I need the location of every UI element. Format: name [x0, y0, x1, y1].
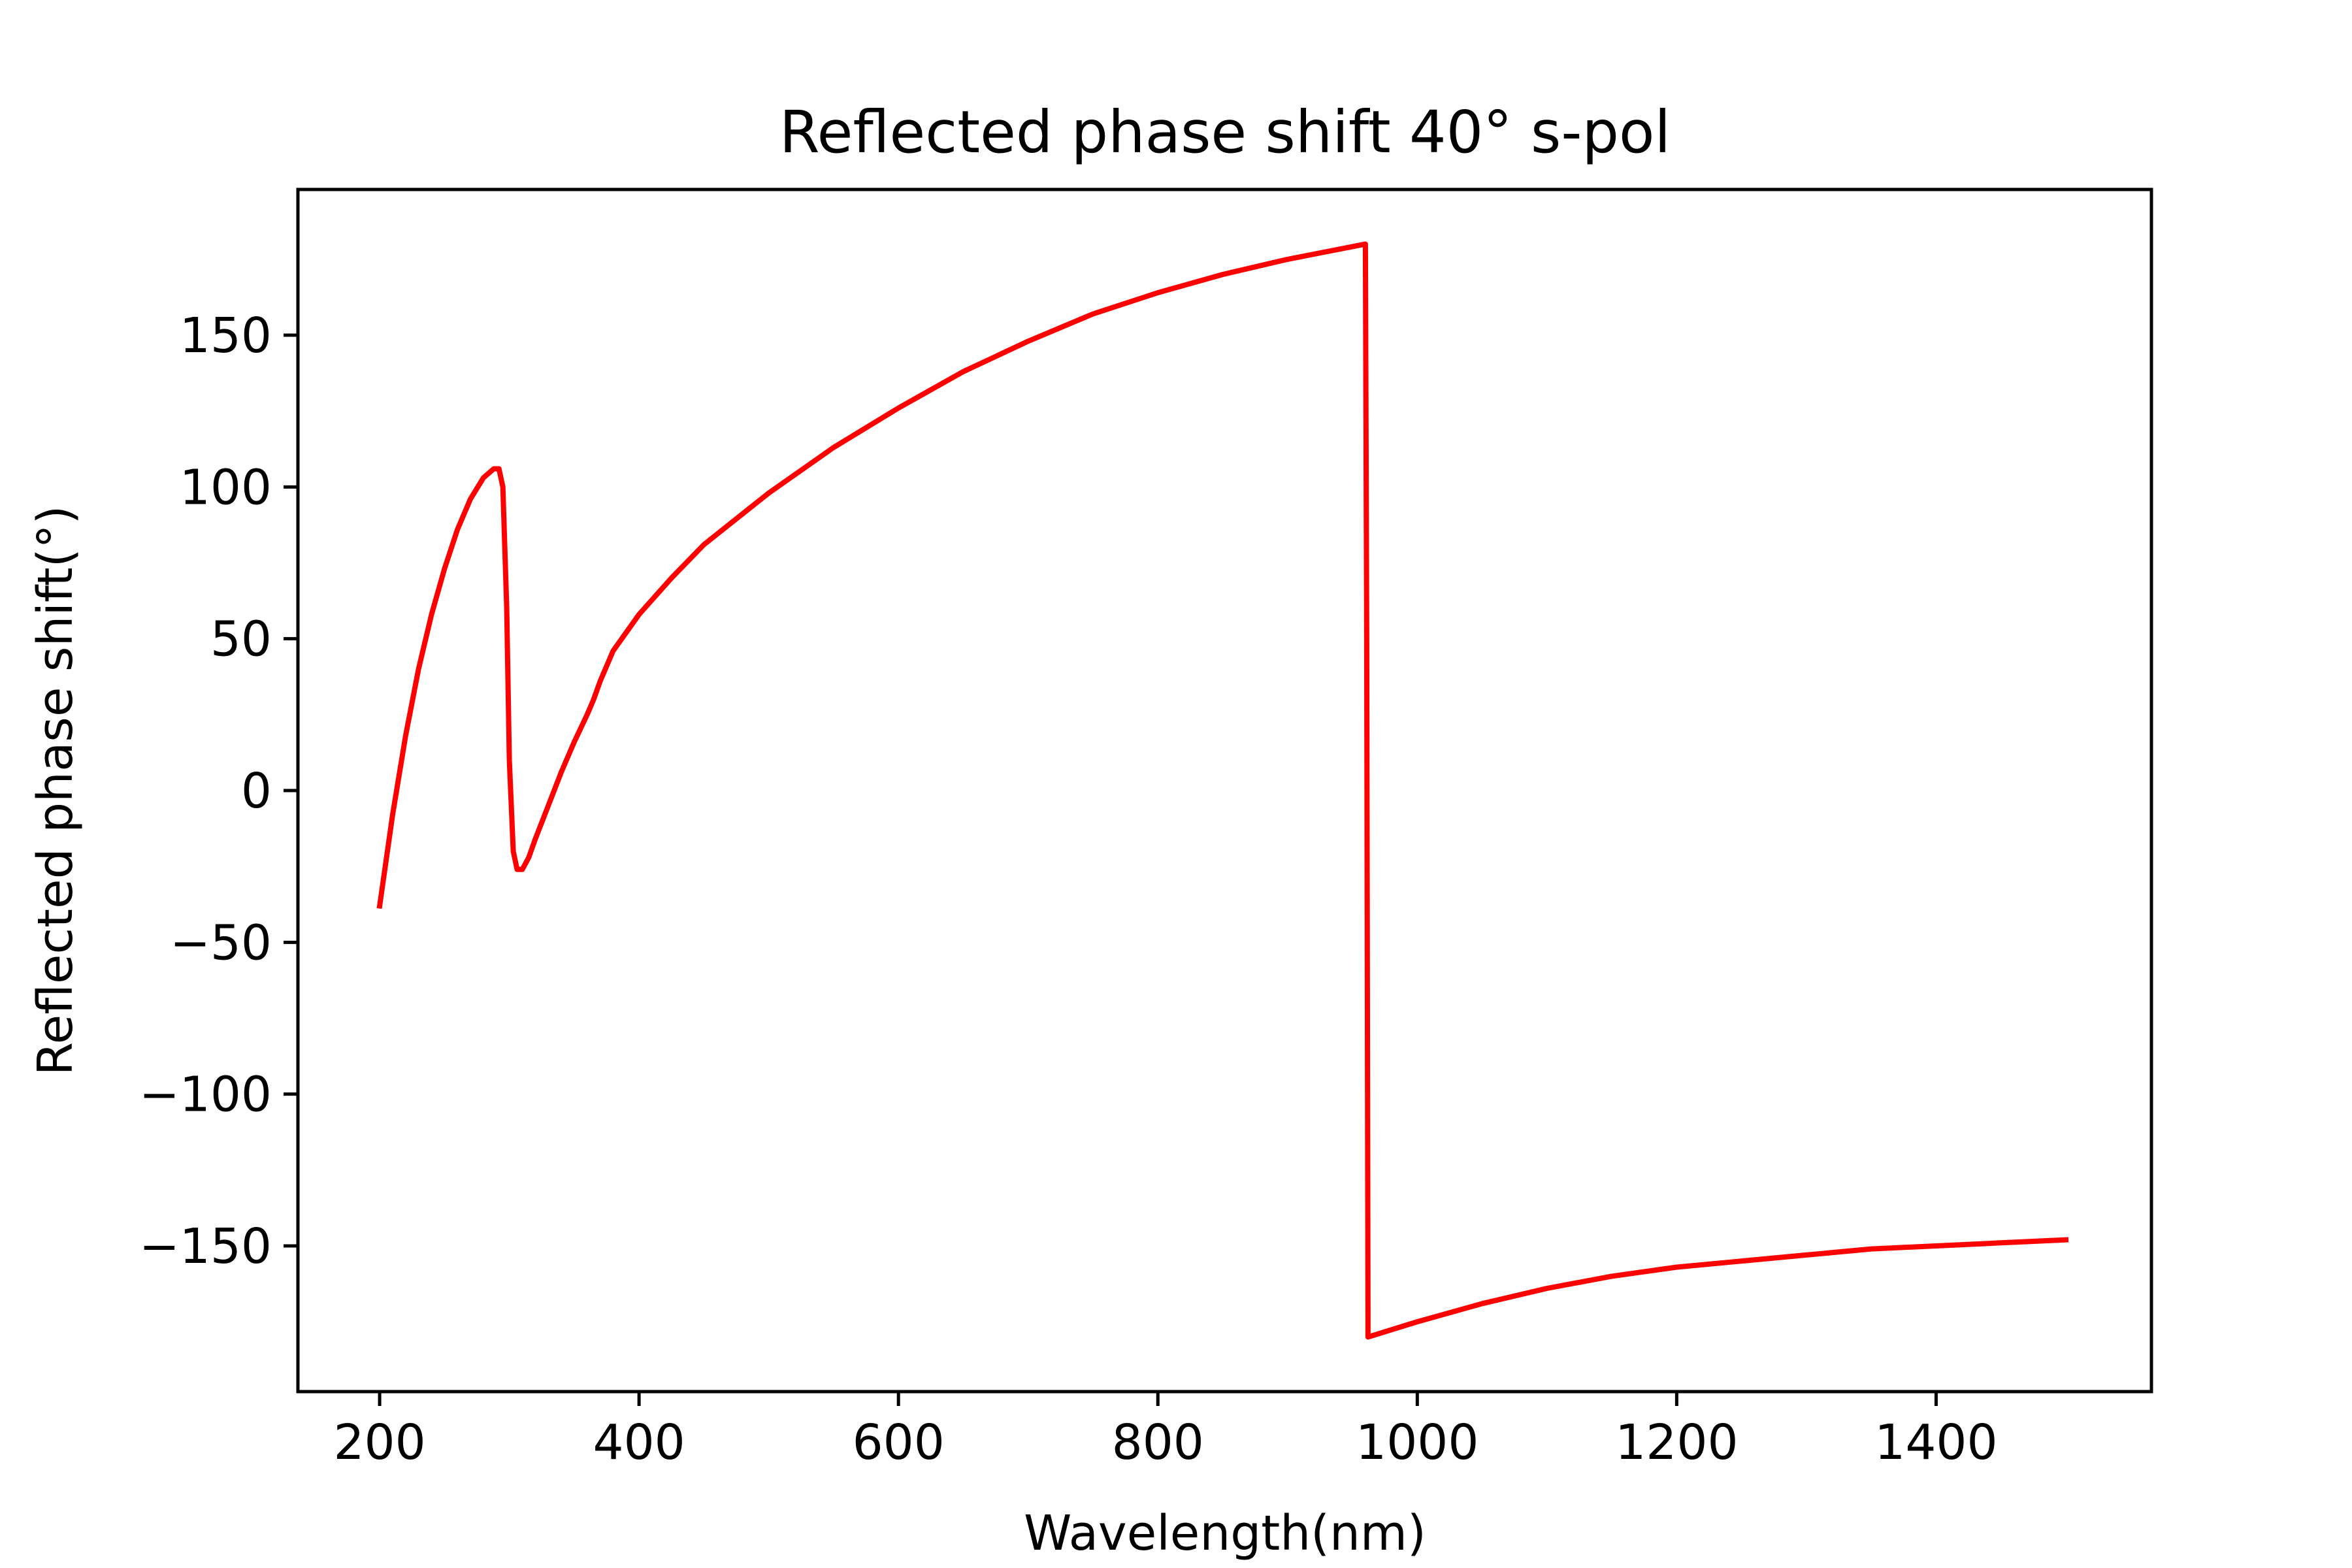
- y-axis-label: Reflected phase shift(°): [27, 506, 84, 1076]
- y-tick-label: 50: [210, 612, 272, 668]
- y-tick-label: 150: [180, 308, 272, 364]
- chart-title: Reflected phase shift 40° s-pol: [779, 98, 1671, 166]
- x-tick-label: 200: [333, 1414, 425, 1471]
- y-tick-label: 100: [180, 459, 272, 515]
- y-tick-label: 0: [241, 763, 272, 819]
- x-axis-ticks: 200 400 600 800 1000 1200 1400: [333, 1392, 1998, 1471]
- plot-area-frame: [296, 188, 2153, 1394]
- y-axis-ticks: −150 −100 −50 0 50 100 150: [139, 308, 298, 1275]
- y-tick-label: −150: [139, 1218, 272, 1275]
- x-tick-label: 1400: [1874, 1414, 1997, 1471]
- x-axis-label: Wavelength(nm): [1024, 1505, 1426, 1561]
- x-tick-label: 400: [593, 1414, 685, 1471]
- x-tick-label: 1200: [1615, 1414, 1738, 1471]
- x-tick-label: 600: [853, 1414, 945, 1471]
- y-tick-label: −100: [139, 1067, 272, 1123]
- series-layer: [376, 241, 2069, 1340]
- x-tick-label: 800: [1112, 1414, 1204, 1471]
- x-tick-label: 1000: [1356, 1414, 1478, 1471]
- y-tick-label: −50: [170, 915, 272, 971]
- series-line: [376, 241, 2069, 1340]
